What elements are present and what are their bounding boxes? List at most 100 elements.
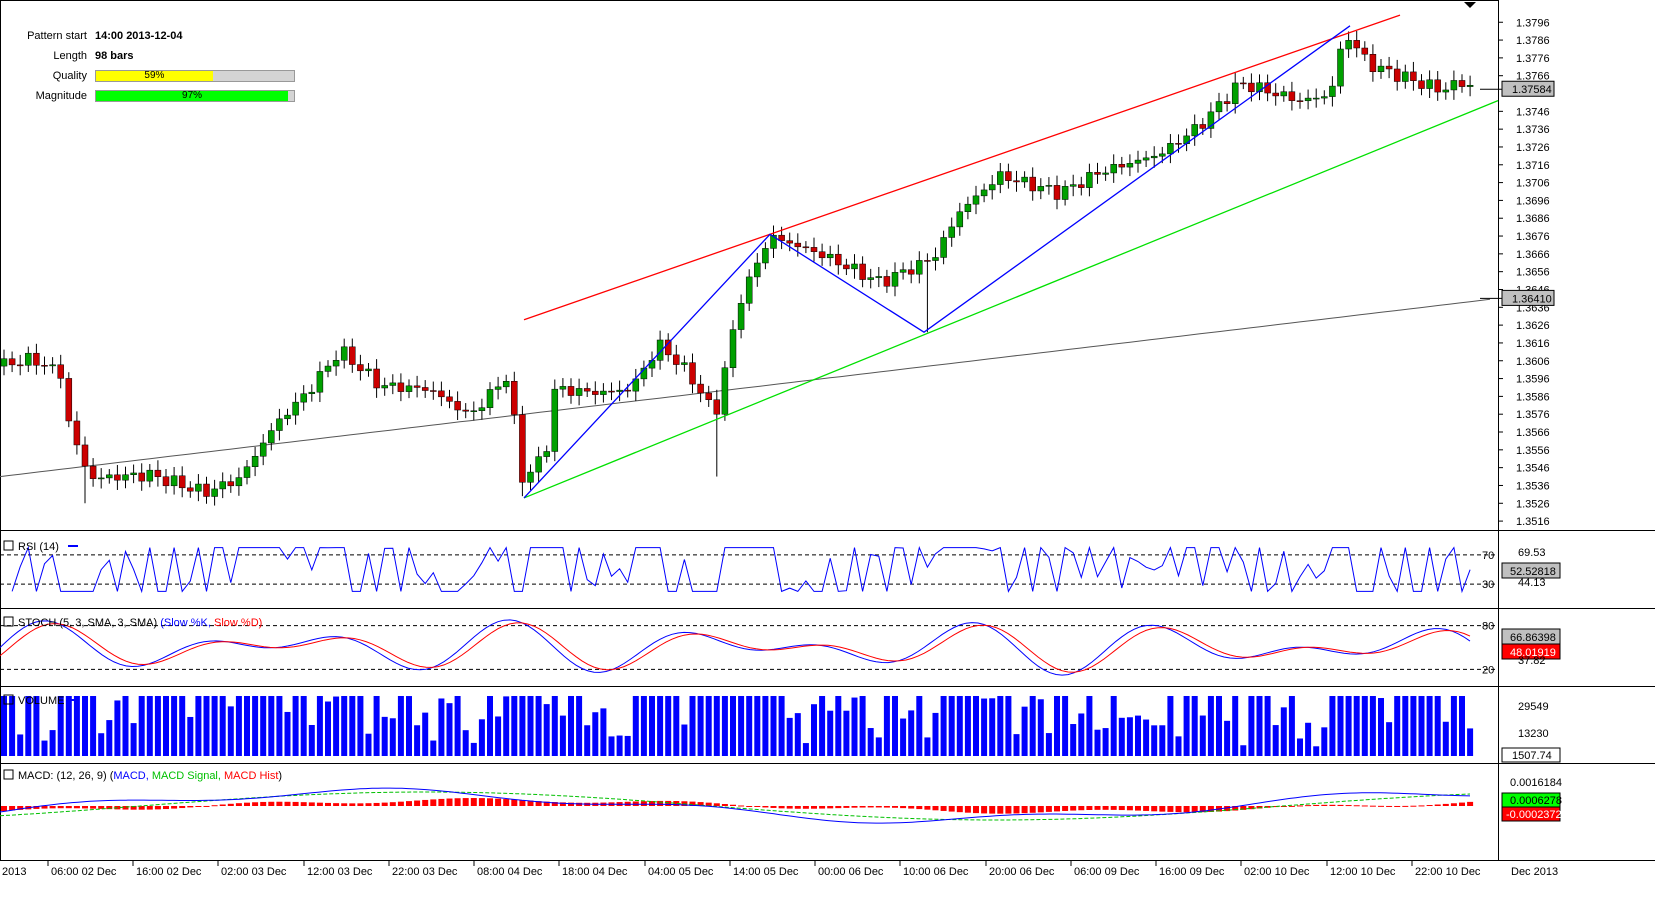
y-tick-label: 1.3796 [1516, 17, 1550, 29]
volume-bar [365, 733, 372, 756]
macd-value: 0.0006278 [1510, 795, 1562, 807]
macd-hist-bar [1288, 805, 1295, 807]
volume-bar [883, 696, 890, 756]
candle-body [664, 339, 672, 356]
volume-bar [90, 696, 97, 756]
length-value: 98 bars [95, 50, 134, 62]
macd-hist-bar [640, 801, 647, 806]
macd-hist-bar [470, 798, 477, 806]
x-tick-label: 08:00 04 Dec [477, 866, 543, 878]
candle-body [470, 410, 478, 412]
candle-body [1418, 80, 1425, 89]
volume-bar [341, 696, 348, 756]
volume-bar [252, 696, 259, 756]
candle-body [1450, 80, 1458, 91]
last-price-label-box [1501, 80, 1555, 97]
volume-bar [705, 696, 712, 756]
y-tick-label: 1.3686 [1516, 213, 1550, 225]
macd-hist-bar [1110, 806, 1117, 810]
volume-bar [762, 696, 769, 756]
volume-bar [908, 710, 915, 756]
candle-body [178, 475, 186, 489]
macd-hist-bar [835, 806, 842, 809]
macd-hist-bar [875, 806, 882, 808]
volume-bar [665, 696, 672, 756]
volume-bar [997, 696, 1004, 756]
rsi-level-label: 70 [1482, 550, 1494, 562]
volume-bar [154, 696, 161, 756]
volume-bar [802, 743, 809, 756]
volume-bar [1337, 696, 1344, 756]
candle-body [25, 352, 32, 366]
x-tick-label: 18:00 04 Dec [562, 866, 628, 878]
macd-close-icon [3, 769, 14, 780]
rsi-line [11, 545, 1471, 594]
candle-body [1272, 92, 1279, 97]
volume-bar [1410, 696, 1417, 756]
macd-hist-bar [365, 803, 372, 806]
volume-bar [1029, 696, 1036, 756]
volume-bar [187, 716, 194, 756]
volume-bar [519, 696, 526, 756]
candle-body [446, 396, 453, 402]
macd-hist-bar [1280, 806, 1287, 807]
macd-hist-bar [819, 806, 826, 809]
macd-hist-bar [1378, 805, 1384, 807]
candle-body [940, 237, 947, 258]
x-tick-label: 16:00 02 Dec [136, 866, 202, 878]
macd-line [0, 787, 1471, 824]
candle-body [689, 362, 696, 385]
volume-readout: 13230 [1518, 728, 1549, 740]
macd-hist-bar [1305, 805, 1312, 807]
volume-bar [1191, 696, 1198, 756]
y-tick-label: 1.3666 [1516, 249, 1550, 261]
volume-bar [1078, 713, 1085, 756]
candle-body [745, 276, 753, 304]
candle-body [106, 474, 113, 479]
macd-hist-bar [568, 802, 574, 806]
x-tick-label: 14:00 05 Dec [733, 866, 799, 878]
candle-body [1393, 68, 1401, 82]
macd-hist-bar [948, 806, 955, 812]
candle-body [1280, 91, 1288, 97]
rsi-close-icon [3, 540, 14, 551]
candle-body [1061, 186, 1069, 200]
macd-hist-bar [454, 798, 461, 806]
macd-hist-bar [82, 806, 88, 809]
macd-hist-bar [543, 801, 550, 806]
stoch-close-icon [3, 616, 14, 627]
candle-body [567, 386, 575, 396]
volume-bar [584, 725, 591, 756]
macd-hist-bar [964, 806, 971, 813]
macd-legend: MACD, [113, 770, 152, 782]
macd-hist-bar [770, 806, 777, 808]
volume-bar [981, 698, 988, 756]
candle-body [251, 455, 259, 467]
candle-body [916, 260, 923, 275]
macd-hist-bar [778, 806, 785, 809]
candle-body [737, 303, 745, 330]
candle-body [1021, 176, 1028, 183]
macd-hist-bar [244, 802, 250, 806]
pattern-start-value: 14:00 2013-12-04 [95, 30, 183, 42]
macd-hist-bar [738, 805, 745, 807]
macd-hist-bar [1224, 806, 1231, 812]
stoch-d-line [0, 622, 1471, 673]
x-tick-label: 12:00 03 Dec [307, 866, 373, 878]
candle-body [16, 364, 24, 367]
volume-bar [316, 696, 323, 756]
macd-signal-value: -0.0002372 [1506, 809, 1562, 821]
y-tick-label: 1.3526 [1516, 498, 1550, 510]
volume-bar [1159, 725, 1166, 756]
rsi-current-value: 52.52818 [1510, 566, 1556, 578]
macd-hist-bar [195, 806, 202, 807]
x-tick-label: Dec 2013 [1511, 866, 1558, 878]
quality-label: Quality [52, 70, 87, 82]
y-tick-label: 1.3716 [1516, 160, 1550, 172]
candle-body [924, 260, 931, 262]
macd-hist-bar [284, 801, 291, 806]
candle-body [608, 390, 615, 393]
quality-bar-fill [96, 71, 213, 81]
volume-bar [1353, 696, 1360, 756]
volume-bar [1280, 707, 1287, 756]
